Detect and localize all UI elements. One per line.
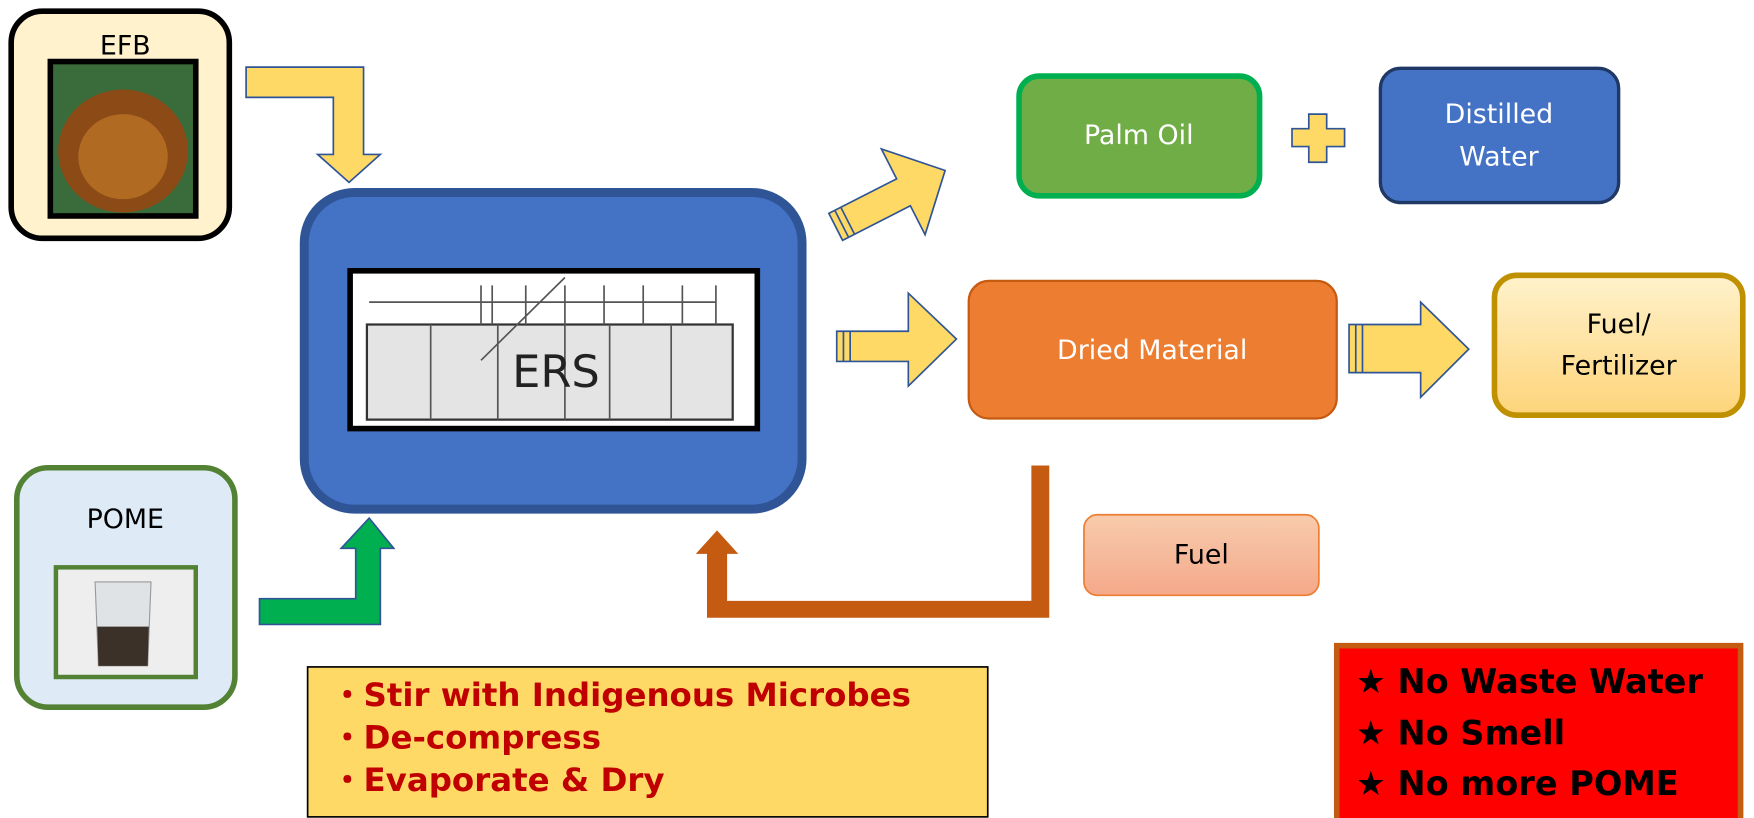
- benefits-box: [1333, 642, 1744, 818]
- benefit: ★ No Waste Water: [1356, 662, 1704, 701]
- fuel-fertilizer-box: [1491, 272, 1746, 418]
- arrow-stripes: [842, 331, 851, 362]
- fuel-box: [1083, 513, 1320, 597]
- distilled-water-box: [1378, 66, 1621, 205]
- ers-label: ERS: [512, 345, 600, 398]
- return-arrow: [695, 465, 1050, 618]
- palm-oil-arrow: [827, 147, 947, 242]
- palm-oil-box: [1016, 73, 1263, 199]
- benefit: ★ No Smell: [1356, 714, 1565, 753]
- process-step: ・De-compress: [331, 719, 601, 757]
- beaker-liquid: [97, 626, 149, 666]
- plus-sign: [1291, 113, 1346, 164]
- process-step: ・Evaporate & Dry: [331, 761, 664, 799]
- fuel-fertilizer-label: Fuel/: [1587, 309, 1652, 340]
- pome-label: POME: [87, 504, 164, 535]
- process-steps-box: [306, 666, 989, 818]
- efb-label: EFB: [100, 30, 151, 61]
- efb-fruit-core: [78, 114, 168, 200]
- fuel-label: Fuel: [1174, 540, 1229, 571]
- distilled-water-label: Water: [1459, 141, 1539, 172]
- benefit: ★ No more POME: [1356, 764, 1679, 803]
- pome-arrow: [258, 516, 396, 626]
- dried-arrow: [835, 291, 958, 389]
- process-step: ・Stir with Indigenous Microbes: [331, 676, 911, 714]
- distilled-water-label: Distilled: [1445, 99, 1554, 130]
- palm-oil-label: Palm Oil: [1084, 120, 1194, 151]
- fuel-fertilizer-label: Fertilizer: [1561, 351, 1678, 382]
- fertilizer-arrow: [1348, 300, 1470, 400]
- dried-material-box: [967, 279, 1338, 420]
- dried-material-label: Dried Material: [1057, 335, 1247, 366]
- efb-arrow: [245, 66, 383, 184]
- ers-sketch: [369, 276, 717, 420]
- arrow-stripes: [1354, 324, 1364, 373]
